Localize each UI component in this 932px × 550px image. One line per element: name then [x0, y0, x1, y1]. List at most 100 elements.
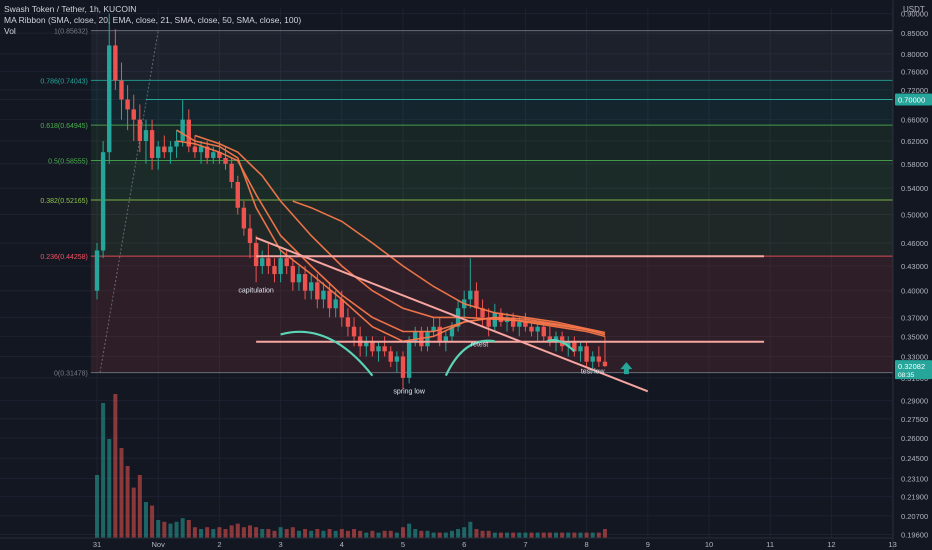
candle-body: [241, 207, 247, 229]
volume-bar: [456, 529, 461, 538]
volume-bar: [143, 502, 148, 538]
fibonacci-retracement[interactable]: 1(0.85632) 0.786(0.74043) 0.618(0.64945) 0.…: [40, 29, 893, 378]
volume-bar: [468, 521, 473, 538]
volume-bar: [443, 532, 448, 538]
candle-body: [370, 341, 375, 352]
volume-bar: [578, 532, 583, 538]
volume-bar: [260, 529, 265, 538]
volume-bar: [572, 532, 577, 538]
volume-bar: [413, 529, 418, 538]
candle-body: [321, 290, 326, 300]
candle-body: [162, 146, 167, 153]
volume-bar: [382, 530, 387, 538]
candle-body: [572, 341, 577, 352]
candle-body: [566, 341, 571, 347]
price-tick-label: 0.62000: [901, 137, 928, 146]
volume-bar: [554, 532, 558, 538]
candle-body: [529, 326, 534, 332]
volume-bar: [95, 475, 99, 538]
fib-anchor-line: [99, 30, 159, 373]
level-price-tag: [895, 93, 932, 106]
candle-body: [351, 326, 357, 337]
candle-body: [406, 341, 412, 378]
time-tick-label: 12: [827, 540, 835, 549]
volume-bar: [327, 529, 332, 538]
candle-body: [578, 346, 583, 352]
candle-body: [596, 356, 602, 362]
annotation-label: test low: [581, 368, 606, 375]
volume-bar: [107, 439, 112, 538]
candle-body: [443, 336, 449, 342]
candle-body: [119, 80, 124, 100]
fib-zone: [90, 160, 893, 201]
volume-bar: [376, 532, 381, 538]
price-tick-label: 0.76000: [901, 67, 928, 76]
volume-bar: [535, 532, 540, 538]
accumulation-arc: [280, 330, 374, 377]
moving-average-line: [176, 140, 606, 336]
volume-bar: [211, 529, 216, 538]
volume-bar: [364, 532, 369, 538]
fib-zone: [90, 200, 893, 257]
candle-body: [113, 45, 118, 81]
volume-bar: [241, 527, 246, 538]
candle-body: [602, 361, 608, 367]
price-tick-label: 0.23100: [901, 474, 928, 483]
volume-bar: [174, 521, 179, 538]
candle-body: [223, 157, 228, 164]
annotation-label: capitulation: [238, 287, 274, 294]
volume-bar: [529, 532, 534, 538]
time-tick-label: 10: [705, 540, 713, 549]
candle-body: [253, 242, 259, 267]
volume-bar: [401, 527, 405, 538]
volume-bar: [278, 527, 283, 538]
candle-body: [156, 146, 161, 158]
candle-body: [149, 130, 155, 158]
price-tick-label: 0.26000: [901, 434, 928, 443]
price-tick-label: 0.54000: [901, 184, 928, 193]
volume-bar: [437, 532, 442, 538]
volume-bar: [309, 530, 314, 538]
candle-body: [474, 290, 479, 309]
volume-bar: [113, 394, 118, 538]
price-tick-label: 0.46000: [901, 239, 928, 248]
price-tick-label: 0.20700: [901, 512, 928, 521]
descending-trendline: [255, 236, 649, 393]
annotation-label: spring low: [393, 389, 425, 396]
volume-bar: [235, 523, 240, 538]
candle-body: [523, 322, 528, 327]
fib-label: 0.618(0.64945): [40, 123, 87, 130]
volume-bar: [186, 520, 191, 538]
fib-zone: [90, 30, 893, 81]
candle-body: [400, 356, 406, 378]
price-tick-label: 0.43000: [901, 262, 928, 271]
time-tick-label: 8: [585, 540, 589, 549]
candle-body: [327, 290, 332, 309]
volume-bar: [431, 532, 436, 538]
volume-bar: [333, 530, 338, 538]
volume-bar: [590, 532, 595, 538]
drawings[interactable]: capitulation spring low retest test low: [238, 236, 765, 396]
time-tick-label: 13: [888, 540, 896, 549]
up-arrow-icon: [620, 362, 633, 375]
volume-bar: [156, 520, 161, 538]
candle-body: [590, 356, 595, 362]
price-tick-label: 0.21900: [901, 493, 928, 502]
level-price-label: 0.70000: [898, 96, 925, 105]
candle-body: [94, 250, 100, 291]
volume-bar: [492, 532, 497, 538]
volume-bar: [137, 475, 142, 538]
price-tick-label: 0.40000: [901, 287, 928, 296]
candle-body: [125, 99, 130, 110]
candle-body: [339, 299, 344, 318]
volume-bar: [296, 530, 301, 538]
volume-bar: [498, 532, 503, 538]
accumulation-arc: [444, 339, 495, 377]
volume-bar: [254, 527, 259, 538]
fib-label: 0.5(0.58555): [48, 159, 88, 166]
candle-body: [553, 336, 559, 342]
volume-bar: [505, 532, 510, 538]
